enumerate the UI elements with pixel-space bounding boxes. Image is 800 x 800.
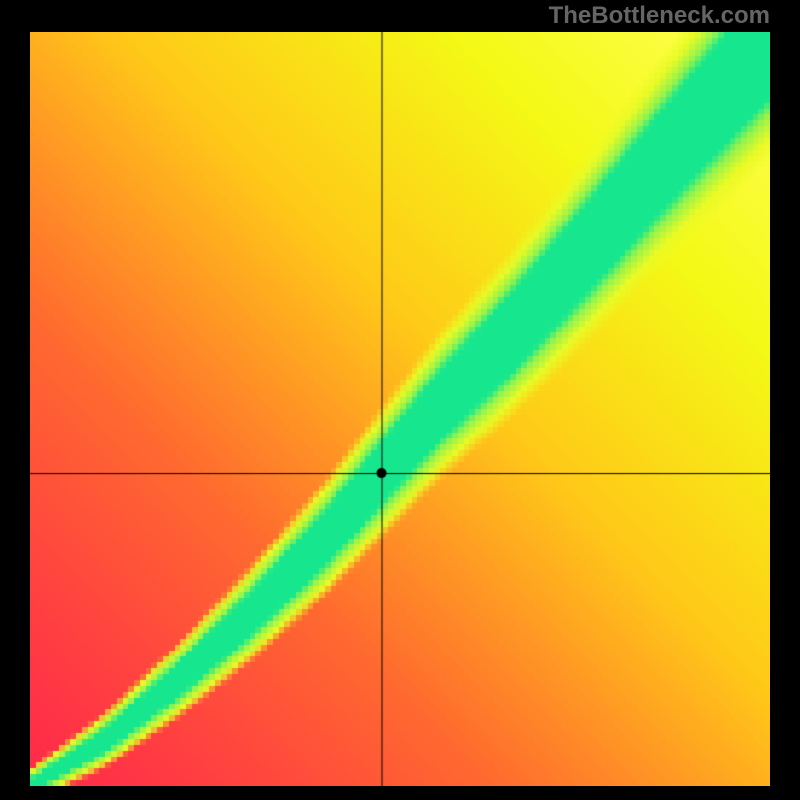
watermark-label: TheBottleneck.com [549, 2, 770, 30]
bottleneck-heatmap [30, 32, 770, 786]
chart-container: { "canvas": { "width": 800, "height": 80… [0, 0, 800, 800]
